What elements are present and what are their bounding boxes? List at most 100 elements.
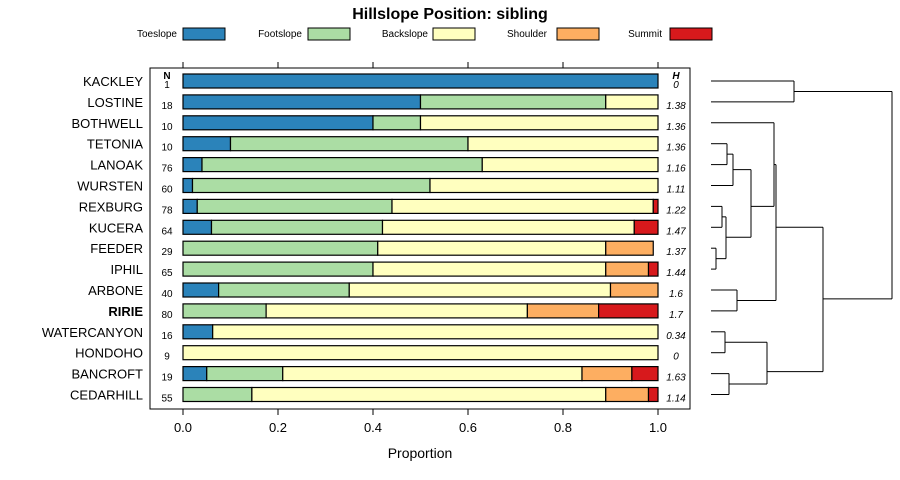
bar-kucera-toeslope bbox=[182, 219, 213, 235]
bar-ririe-summit bbox=[598, 303, 659, 319]
legend-swatch-backslope bbox=[432, 27, 476, 41]
bar-arbone-shoulder bbox=[609, 282, 659, 298]
category-label-ririe: RIRIE bbox=[108, 304, 143, 319]
bar-rexburg-backslope bbox=[391, 198, 654, 214]
legend-label-backslope: Backslope bbox=[382, 29, 429, 40]
n-value-ririe: 80 bbox=[161, 310, 173, 321]
bar-rexburg-footslope bbox=[196, 198, 393, 214]
category-label-kackley: KACKLEY bbox=[83, 74, 143, 89]
h-value-kackley: 0 bbox=[673, 80, 679, 91]
bar-lostine-toeslope bbox=[182, 94, 422, 110]
bar-feeder-footslope bbox=[182, 240, 379, 256]
bar-lanoak-footslope bbox=[201, 157, 483, 173]
n-value-lostine: 18 bbox=[161, 101, 173, 112]
bar-watercanyon-toeslope bbox=[182, 324, 214, 340]
category-label-bancroft: BANCROFT bbox=[72, 367, 144, 382]
bar-feeder-shoulder bbox=[605, 240, 654, 256]
h-value-hondoho: 0 bbox=[673, 352, 679, 363]
bar-bothwell-backslope bbox=[419, 115, 659, 131]
h-value-lanoak: 1.16 bbox=[666, 164, 686, 175]
category-label-hondoho: HONDOHO bbox=[75, 346, 143, 361]
h-value-tetonia: 1.36 bbox=[666, 143, 686, 154]
bar-ririe-backslope bbox=[265, 303, 528, 319]
legend-label-toeslope: Toeslope bbox=[137, 29, 177, 40]
bar-bothwell-footslope bbox=[372, 115, 422, 131]
legend-swatch-footslope bbox=[307, 27, 351, 41]
h-value-feeder: 1.37 bbox=[666, 247, 686, 258]
bar-iphil-backslope bbox=[372, 261, 607, 277]
bar-kucera-summit bbox=[633, 219, 659, 235]
bar-cedarhill-backslope bbox=[251, 386, 607, 403]
legend: Toeslope Footslope Backslope Shoulder Summit bbox=[137, 27, 713, 41]
n-column-header: N bbox=[163, 71, 170, 82]
x-tick-label-2: 0.4 bbox=[364, 420, 382, 435]
n-value-rexburg: 78 bbox=[161, 205, 173, 216]
n-value-wursten: 60 bbox=[161, 185, 173, 196]
n-value-kackley: 1 bbox=[164, 80, 170, 91]
n-value-watercanyon: 16 bbox=[161, 331, 173, 342]
category-label-bothwell: BOTHWELL bbox=[71, 116, 143, 131]
bar-rexburg-toeslope bbox=[182, 198, 198, 214]
legend-label-footslope: Footslope bbox=[258, 29, 302, 40]
bar-tetonia-toeslope bbox=[182, 136, 232, 152]
h-value-ririe: 1.7 bbox=[669, 310, 683, 321]
bar-bothwell-toeslope bbox=[182, 115, 374, 131]
h-value-bothwell: 1.36 bbox=[666, 122, 686, 133]
h-value-lostine: 1.38 bbox=[666, 101, 686, 112]
bars-group bbox=[182, 73, 659, 403]
category-label-watercanyon: WATERCANYON bbox=[42, 325, 143, 340]
h-value-bancroft: 1.63 bbox=[666, 373, 686, 384]
bar-kucera-backslope bbox=[381, 219, 635, 235]
bar-cedarhill-footslope bbox=[182, 386, 253, 403]
x-tick-label-0: 0.0 bbox=[174, 420, 192, 435]
h-value-watercanyon: 0.34 bbox=[666, 331, 686, 342]
dendrogram bbox=[711, 80, 893, 395]
category-label-lostine: LOSTINE bbox=[87, 95, 143, 110]
category-label-tetonia: TETONIA bbox=[87, 137, 143, 152]
n-value-cedarhill: 55 bbox=[161, 394, 173, 405]
category-label-arbone: ARBONE bbox=[88, 283, 143, 298]
n-value-lanoak: 76 bbox=[161, 164, 173, 175]
bar-ririe-footslope bbox=[182, 303, 267, 319]
category-label-feeder: FEEDER bbox=[90, 241, 143, 256]
bar-lostine-footslope bbox=[419, 94, 607, 110]
bar-lostine-backslope bbox=[605, 94, 659, 110]
bar-lanoak-backslope bbox=[481, 157, 659, 173]
bar-cedarhill-shoulder bbox=[605, 386, 650, 403]
bar-bancroft-shoulder bbox=[581, 366, 633, 382]
bar-lanoak-toeslope bbox=[182, 157, 203, 173]
legend-swatch-summit bbox=[669, 27, 713, 41]
h-value-arbone: 1.6 bbox=[669, 289, 683, 300]
x-axis: 0.0 0.2 0.4 0.6 0.8 1.0 bbox=[174, 62, 667, 435]
bar-tetonia-backslope bbox=[467, 136, 659, 152]
n-value-hondoho: 9 bbox=[164, 352, 170, 363]
bar-iphil-summit bbox=[647, 261, 659, 277]
bar-bancroft-toeslope bbox=[182, 366, 208, 382]
h-value-rexburg: 1.22 bbox=[666, 205, 686, 216]
category-label-iphil: IPHIL bbox=[110, 262, 143, 277]
category-label-cedarhill: CEDARHILL bbox=[70, 388, 143, 403]
bar-kackley-toeslope bbox=[182, 73, 659, 89]
bar-bancroft-backslope bbox=[282, 366, 583, 382]
n-value-bancroft: 19 bbox=[161, 373, 173, 384]
x-tick-label-1: 0.2 bbox=[269, 420, 287, 435]
bar-wursten-toeslope bbox=[182, 177, 194, 194]
bar-wursten-backslope bbox=[429, 177, 659, 194]
bar-wursten-footslope bbox=[191, 177, 431, 194]
h-value-iphil: 1.44 bbox=[666, 268, 686, 279]
x-axis-title: Proportion bbox=[388, 445, 453, 461]
plot-panel bbox=[149, 67, 691, 410]
bar-arbone-footslope bbox=[218, 282, 350, 298]
legend-label-summit: Summit bbox=[628, 29, 662, 40]
n-value-tetonia: 10 bbox=[161, 143, 173, 154]
n-value-feeder: 29 bbox=[161, 247, 173, 258]
x-tick-label-3: 0.6 bbox=[459, 420, 477, 435]
bar-ririe-shoulder bbox=[526, 303, 600, 319]
bar-cedarhill-summit bbox=[647, 386, 659, 403]
category-label-rexburg: REXBURG bbox=[79, 199, 143, 214]
h-value-cedarhill: 1.14 bbox=[666, 394, 686, 405]
legend-swatch-toeslope bbox=[182, 27, 226, 41]
n-value-iphil: 65 bbox=[161, 268, 173, 279]
